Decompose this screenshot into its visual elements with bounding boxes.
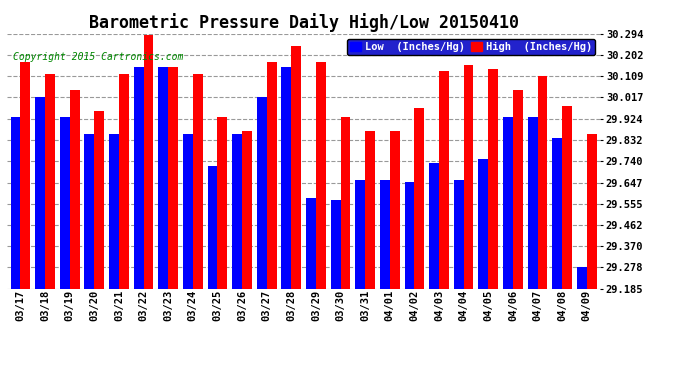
Bar bbox=[84, 134, 95, 289]
Bar bbox=[158, 67, 168, 289]
Bar bbox=[109, 134, 119, 289]
Bar bbox=[390, 131, 400, 289]
Text: Copyright 2015 Cartronics.com: Copyright 2015 Cartronics.com bbox=[13, 52, 184, 62]
Bar bbox=[586, 134, 597, 289]
Bar bbox=[266, 62, 277, 289]
Bar bbox=[282, 67, 291, 289]
Bar bbox=[365, 131, 375, 289]
Bar bbox=[552, 138, 562, 289]
Bar bbox=[306, 198, 316, 289]
Bar bbox=[538, 76, 547, 289]
Bar bbox=[464, 64, 473, 289]
Bar bbox=[331, 200, 341, 289]
Bar bbox=[439, 72, 449, 289]
Bar bbox=[208, 166, 217, 289]
Bar bbox=[562, 106, 572, 289]
Bar bbox=[144, 34, 153, 289]
Bar bbox=[60, 117, 70, 289]
Bar bbox=[503, 117, 513, 289]
Legend: Low  (Inches/Hg), High  (Inches/Hg): Low (Inches/Hg), High (Inches/Hg) bbox=[347, 39, 595, 55]
Bar bbox=[35, 97, 45, 289]
Bar bbox=[341, 117, 351, 289]
Bar bbox=[528, 117, 538, 289]
Bar bbox=[257, 97, 266, 289]
Bar bbox=[415, 108, 424, 289]
Bar bbox=[577, 267, 586, 289]
Bar bbox=[70, 90, 79, 289]
Bar bbox=[119, 74, 129, 289]
Bar bbox=[10, 117, 21, 289]
Bar bbox=[489, 69, 498, 289]
Bar bbox=[291, 46, 301, 289]
Bar bbox=[513, 90, 523, 289]
Bar bbox=[95, 111, 104, 289]
Bar bbox=[193, 74, 203, 289]
Bar bbox=[404, 182, 415, 289]
Bar bbox=[21, 62, 30, 289]
Title: Barometric Pressure Daily High/Low 20150410: Barometric Pressure Daily High/Low 20150… bbox=[88, 13, 519, 32]
Bar bbox=[217, 117, 227, 289]
Bar bbox=[316, 62, 326, 289]
Bar bbox=[242, 131, 252, 289]
Bar bbox=[429, 164, 439, 289]
Bar bbox=[183, 134, 193, 289]
Bar bbox=[478, 159, 489, 289]
Bar bbox=[355, 180, 365, 289]
Bar bbox=[45, 74, 55, 289]
Bar bbox=[168, 67, 178, 289]
Bar bbox=[380, 180, 390, 289]
Bar bbox=[233, 134, 242, 289]
Bar bbox=[134, 67, 144, 289]
Bar bbox=[454, 180, 464, 289]
